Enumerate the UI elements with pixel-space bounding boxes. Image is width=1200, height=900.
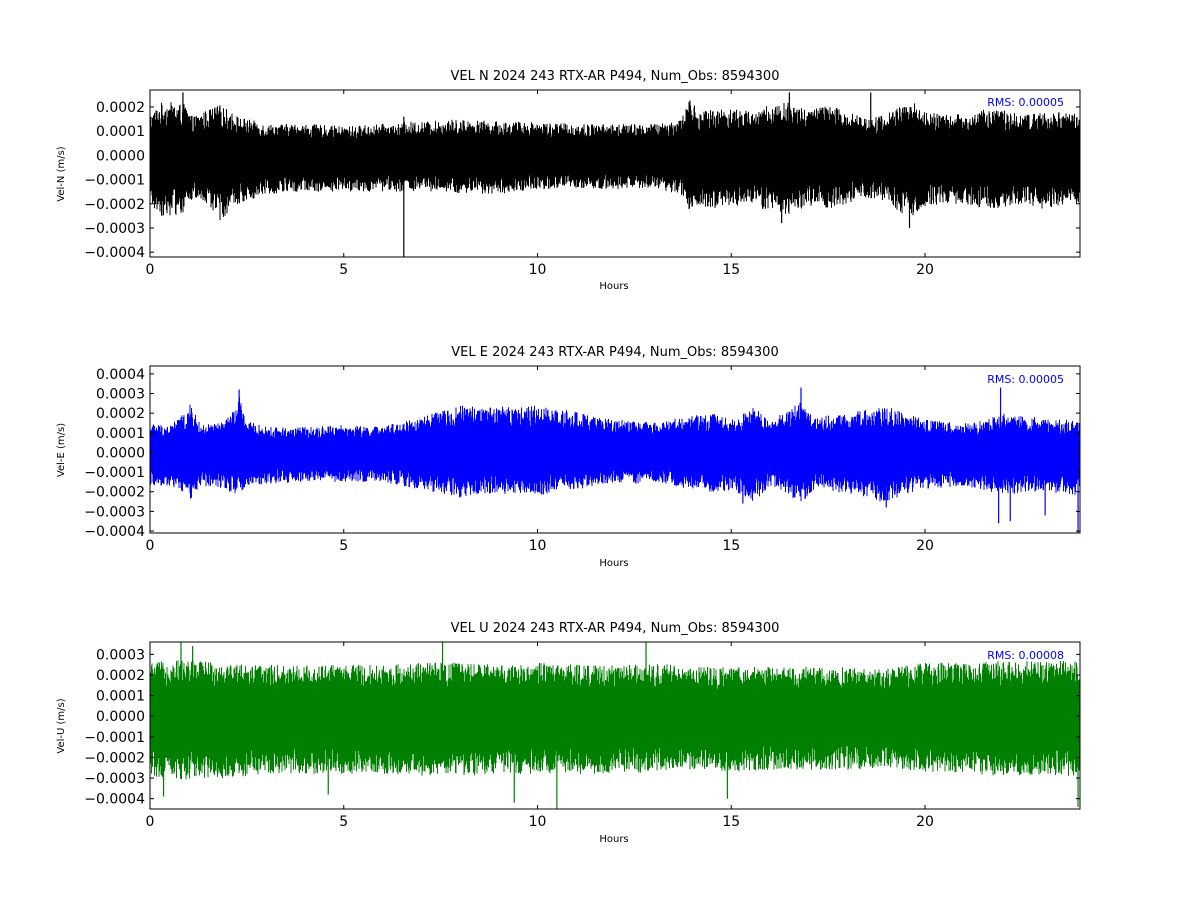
x-tick-label: 20 [916,814,934,830]
x-axis-label: Hours [599,558,628,569]
y-tick-label: −0.0003 [84,771,145,787]
subplot-vel-e: VEL E 2024 243 RTX-AR P494, Num_Obs: 859… [56,345,1081,569]
y-tick-label: 0.0000 [96,148,145,164]
x-axis-label: Hours [599,834,628,845]
x-tick-label: 10 [529,538,547,554]
axes-frame [149,89,1081,258]
x-tick-label: 15 [722,538,740,554]
y-tick-label: −0.0003 [84,504,145,520]
y-tick-label: −0.0002 [84,197,145,213]
x-tick-label: 20 [916,538,934,554]
x-tick-label: 0 [146,262,155,278]
y-tick-label: −0.0002 [84,750,145,766]
x-tick-label: 0 [146,814,155,830]
y-axis-label: Vel-E (m/s) [56,423,67,477]
plot-area: 0 5 10 15 20 0.0002 0.0001 0.0000 −0.0001 −0.0002… [84,89,1081,278]
y-tick-label: 0.0001 [96,124,145,140]
y-axis-label: Vel-N (m/s) [56,146,67,201]
y-tick-label: −0.0001 [84,730,145,746]
y-tick-label: −0.0002 [84,485,145,501]
subplot-title: VEL N 2024 243 RTX-AR P494, Num_Obs: 859… [451,69,780,84]
y-tick-label: 0.0000 [96,709,145,725]
subplot-title: VEL E 2024 243 RTX-AR P494, Num_Obs: 859… [451,345,778,360]
subplot-vel-n: VEL N 2024 243 RTX-AR P494, Num_Obs: 859… [56,69,1081,292]
y-axis-label: Vel-U (m/s) [56,698,67,753]
axes-frame [149,641,1081,810]
x-axis-label: Hours [599,281,628,292]
y-tick-label: 0.0001 [96,426,145,442]
y-tick-label: −0.0001 [84,173,145,189]
plot-area: 0 5 10 15 20 0.0004 0.0003 0.0002 0.0001 0.0000 −0… [84,365,1081,554]
rms-annotation: RMS: 0.00005 [987,373,1064,386]
plot-area: 0 5 10 15 20 0.0003 0.0002 0.0001 0.0000 −0.0001 −… [84,641,1081,830]
y-tick-label: 0.0001 [96,689,145,705]
signal-trace [150,397,1080,502]
rms-annotation: RMS: 0.00008 [987,649,1064,662]
x-tick-label: 20 [916,262,934,278]
y-tick-label: 0.0002 [96,668,145,684]
x-tick-label: 5 [339,538,348,554]
y-tick-label: 0.0003 [96,647,145,663]
x-tick-label: 5 [339,814,348,830]
y-tick-label: 0.0002 [96,100,145,116]
y-tick-label: 0.0003 [96,387,145,403]
x-tick-label: 15 [722,814,740,830]
x-tick-label: 15 [722,262,740,278]
y-tick-label: −0.0001 [84,465,145,481]
signal-trace [150,100,1080,221]
subplot-title: VEL U 2024 243 RTX-AR P494, Num_Obs: 859… [451,621,780,636]
signal-trace [150,659,1080,780]
y-tick-label: 0.0002 [96,406,145,422]
y-tick-label: 0.0004 [96,367,145,383]
subplot-vel-u: VEL U 2024 243 RTX-AR P494, Num_Obs: 859… [56,621,1081,845]
y-tick-label: 0.0000 [96,445,145,461]
y-tick-label: −0.0004 [84,245,145,261]
y-tick-label: −0.0004 [84,792,145,808]
x-tick-label: 10 [529,262,547,278]
x-tick-label: 5 [339,262,348,278]
y-tick-label: −0.0003 [84,221,145,237]
x-tick-label: 10 [529,814,547,830]
x-tick-label: 0 [146,538,155,554]
rms-annotation: RMS: 0.00005 [987,96,1064,109]
axes-frame [149,365,1081,534]
y-tick-label: −0.0004 [84,524,145,540]
